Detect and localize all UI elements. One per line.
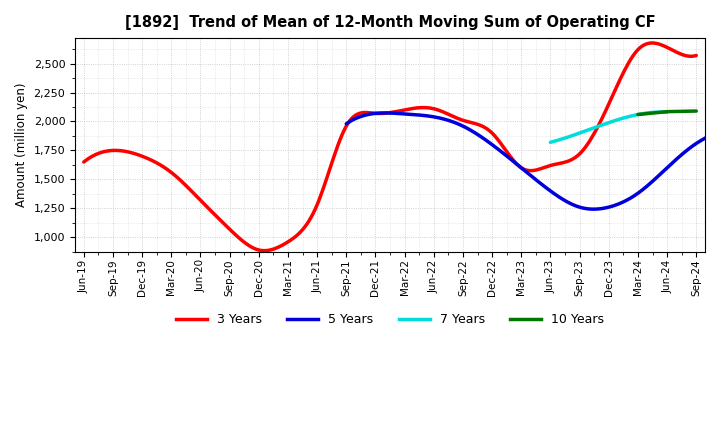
Y-axis label: Amount (million yen): Amount (million yen) [15,83,28,207]
Legend: 3 Years, 5 Years, 7 Years, 10 Years: 3 Years, 5 Years, 7 Years, 10 Years [171,308,609,331]
Title: [1892]  Trend of Mean of 12-Month Moving Sum of Operating CF: [1892] Trend of Mean of 12-Month Moving … [125,15,655,30]
